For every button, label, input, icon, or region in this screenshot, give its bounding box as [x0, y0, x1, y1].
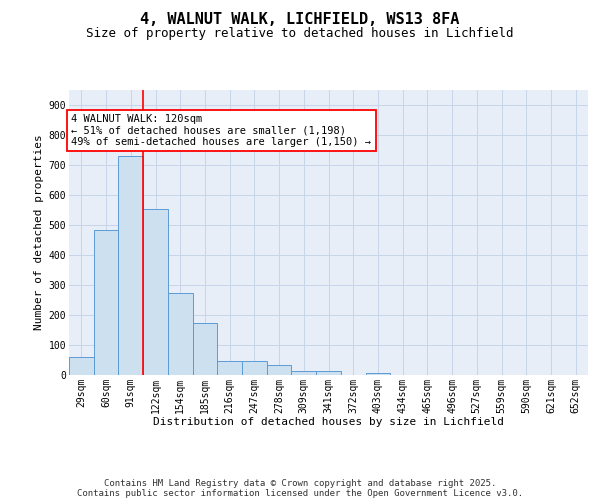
Bar: [69, 357, 94, 375]
Text: Size of property relative to detached houses in Lichfield: Size of property relative to detached ho…: [86, 28, 514, 40]
Bar: [316, 372, 341, 375]
Bar: [168, 293, 193, 375]
Bar: [267, 365, 292, 375]
Bar: [217, 360, 242, 375]
Bar: [365, 372, 390, 375]
Bar: [292, 370, 316, 375]
Bar: [118, 156, 143, 375]
Text: 4 WALNUT WALK: 120sqm
← 51% of detached houses are smaller (1,198)
49% of semi-d: 4 WALNUT WALK: 120sqm ← 51% of detached …: [71, 114, 371, 147]
Bar: [94, 230, 118, 375]
Bar: [242, 360, 267, 375]
Text: Contains HM Land Registry data © Crown copyright and database right 2025.: Contains HM Land Registry data © Crown c…: [104, 478, 496, 488]
Text: Contains public sector information licensed under the Open Government Licence v3: Contains public sector information licen…: [77, 488, 523, 498]
Bar: [193, 323, 217, 375]
X-axis label: Distribution of detached houses by size in Lichfield: Distribution of detached houses by size …: [153, 417, 504, 427]
Bar: [143, 209, 168, 375]
Y-axis label: Number of detached properties: Number of detached properties: [34, 134, 44, 330]
Text: 4, WALNUT WALK, LICHFIELD, WS13 8FA: 4, WALNUT WALK, LICHFIELD, WS13 8FA: [140, 12, 460, 28]
